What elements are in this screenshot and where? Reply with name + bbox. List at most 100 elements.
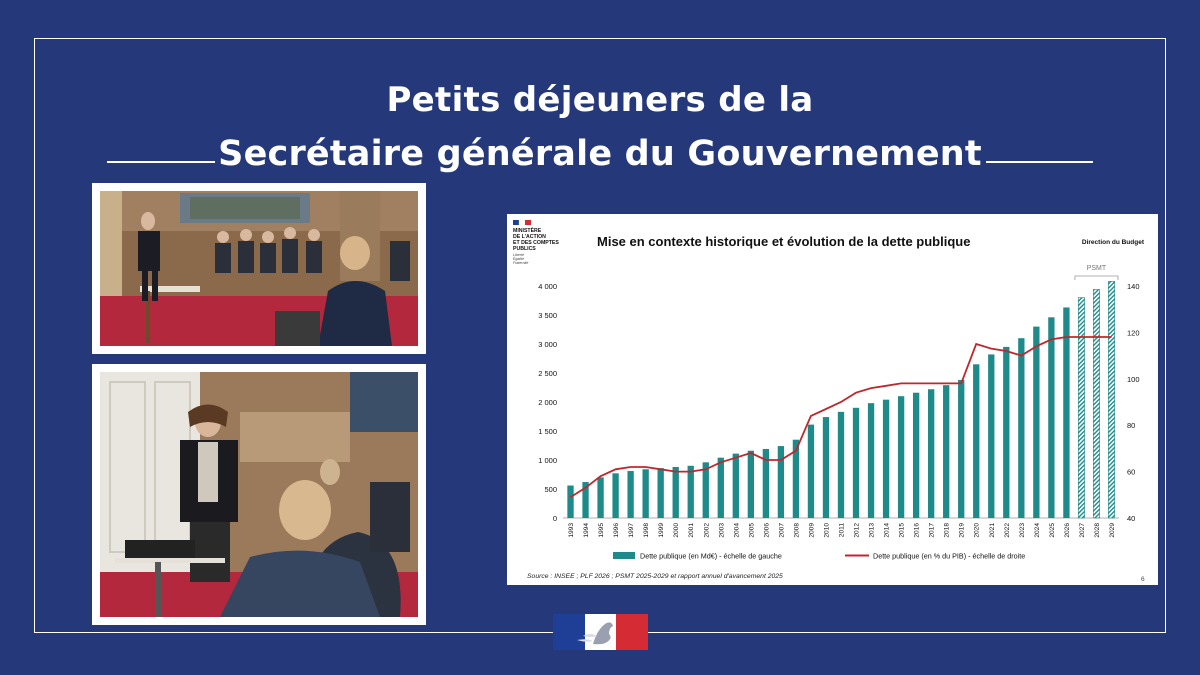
left-tick-label: 2 500 bbox=[538, 369, 557, 378]
x-tick-label: 2025 bbox=[1049, 523, 1056, 538]
x-tick-label: 2005 bbox=[748, 523, 755, 538]
logo-motto-3: Fraternité bbox=[513, 261, 528, 265]
debt-bar bbox=[883, 400, 889, 518]
debt-bar bbox=[1108, 281, 1114, 518]
debt-bar bbox=[868, 403, 874, 518]
page-number: 6 bbox=[1141, 576, 1145, 583]
x-tick-label: 2023 bbox=[1019, 523, 1026, 538]
x-tick-label: 2013 bbox=[869, 523, 876, 538]
logo-line-1: MINISTÈRE bbox=[513, 226, 542, 234]
x-tick-label: 1993 bbox=[568, 523, 575, 538]
x-tick-label: 2011 bbox=[839, 523, 846, 538]
x-tick-label: 2026 bbox=[1064, 523, 1071, 538]
title-rule-right bbox=[986, 161, 1093, 163]
ministry-logo: MINISTÈRE DE L'ACTION ET DES COMPTES PUB… bbox=[513, 220, 559, 265]
legend-line-label: Dette publique (en % du PIB) - échelle d… bbox=[873, 552, 1025, 561]
right-tick-label: 40 bbox=[1127, 514, 1135, 523]
debt-bar bbox=[928, 389, 934, 518]
meeting-photo-1-image bbox=[100, 191, 418, 346]
debt-bar bbox=[898, 396, 904, 518]
debt-bar bbox=[733, 454, 739, 518]
chart-corner-label: Direction du Budget bbox=[1082, 239, 1145, 246]
meeting-photo-1 bbox=[92, 183, 426, 354]
psmt-bracket bbox=[1075, 276, 1118, 280]
left-tick-label: 2 000 bbox=[538, 398, 557, 407]
debt-bar bbox=[988, 354, 994, 518]
debt-bar bbox=[823, 417, 829, 518]
legend-bar-swatch bbox=[613, 552, 635, 559]
logo-line-4: PUBLICS bbox=[513, 246, 536, 252]
x-tick-label: 2004 bbox=[733, 523, 740, 538]
x-tick-label: 2014 bbox=[884, 523, 891, 538]
right-tick-label: 140 bbox=[1127, 282, 1140, 291]
x-tick-label: 2016 bbox=[914, 523, 921, 538]
x-tick-label: 1994 bbox=[583, 523, 590, 538]
x-tick-label: 1999 bbox=[658, 523, 665, 538]
debt-bar bbox=[1078, 298, 1084, 518]
marianne-logo bbox=[553, 614, 648, 650]
debt-bar bbox=[748, 451, 754, 518]
x-tick-label: 2015 bbox=[899, 523, 906, 538]
chart-title: Mise en contexte historique et évolution… bbox=[597, 234, 970, 249]
debt-bar bbox=[838, 412, 844, 518]
left-tick-label: 3 500 bbox=[538, 311, 557, 320]
left-tick-label: 0 bbox=[553, 514, 557, 523]
debt-bar bbox=[642, 469, 648, 518]
title-rule-left bbox=[107, 161, 215, 163]
debt-bar bbox=[1003, 347, 1009, 518]
left-tick-label: 1 000 bbox=[538, 456, 557, 465]
x-tick-label: 1998 bbox=[643, 523, 650, 538]
debt-bar bbox=[718, 458, 724, 518]
right-tick-label: 60 bbox=[1127, 468, 1135, 477]
debt-bar bbox=[1093, 289, 1099, 518]
meeting-photo-2-image bbox=[100, 372, 418, 617]
debt-bar bbox=[1018, 338, 1024, 518]
x-tick-label: 2017 bbox=[929, 523, 936, 538]
x-tick-label: 1997 bbox=[628, 523, 635, 538]
x-tick-label: 2028 bbox=[1094, 523, 1101, 538]
x-tick-label: 2010 bbox=[823, 523, 830, 538]
x-tick-label: 2029 bbox=[1109, 523, 1116, 538]
x-tick-label: 2001 bbox=[688, 523, 695, 538]
debt-bar bbox=[853, 408, 859, 518]
x-tick-label: 2006 bbox=[763, 523, 770, 538]
legend-bar-label: Dette publique (en Md€) - échelle de gau… bbox=[640, 552, 782, 561]
psmt-label: PSMT bbox=[1087, 265, 1107, 272]
x-tick-label: 2003 bbox=[718, 523, 725, 538]
right-tick-label: 100 bbox=[1127, 375, 1140, 384]
left-tick-label: 500 bbox=[544, 485, 557, 494]
debt-bar bbox=[612, 473, 618, 518]
debt-bar bbox=[703, 462, 709, 518]
debt-bar bbox=[973, 364, 979, 518]
debt-bar bbox=[1033, 327, 1039, 518]
x-tick-label: 2007 bbox=[778, 523, 785, 538]
chart-source: Source : INSEE ; PLF 2026 ; PSMT 2025-20… bbox=[527, 573, 783, 580]
left-tick-label: 1 500 bbox=[538, 427, 557, 436]
x-tick-label: 2021 bbox=[989, 523, 996, 538]
debt-chart: MINISTÈRE DE L'ACTION ET DES COMPTES PUB… bbox=[507, 214, 1158, 585]
debt-bar bbox=[913, 393, 919, 518]
debt-bar bbox=[597, 477, 603, 518]
page-title-line2: Secrétaire générale du Gouvernement bbox=[0, 134, 1200, 174]
right-tick-label: 120 bbox=[1127, 328, 1140, 337]
x-tick-label: 2008 bbox=[793, 523, 800, 538]
x-tick-label: 2022 bbox=[1004, 523, 1011, 538]
debt-bar bbox=[1048, 317, 1054, 518]
x-tick-label: 2012 bbox=[854, 523, 861, 538]
x-tick-label: 2019 bbox=[959, 523, 966, 538]
x-tick-label: 2018 bbox=[944, 523, 951, 538]
x-tick-label: 2020 bbox=[974, 523, 981, 538]
debt-bar bbox=[673, 467, 679, 518]
debt-bar bbox=[567, 486, 573, 518]
x-tick-label: 2000 bbox=[673, 523, 680, 538]
debt-bar bbox=[943, 385, 949, 518]
debt-bar bbox=[658, 468, 664, 518]
right-tick-label: 80 bbox=[1127, 421, 1135, 430]
debt-bar bbox=[778, 446, 784, 518]
x-tick-label: 2024 bbox=[1034, 523, 1041, 538]
debt-bar bbox=[627, 471, 633, 518]
meeting-photo-2 bbox=[92, 364, 426, 625]
left-tick-label: 4 000 bbox=[538, 282, 557, 291]
debt-chart-card: MINISTÈRE DE L'ACTION ET DES COMPTES PUB… bbox=[507, 214, 1158, 585]
x-tick-label: 2002 bbox=[703, 523, 710, 538]
